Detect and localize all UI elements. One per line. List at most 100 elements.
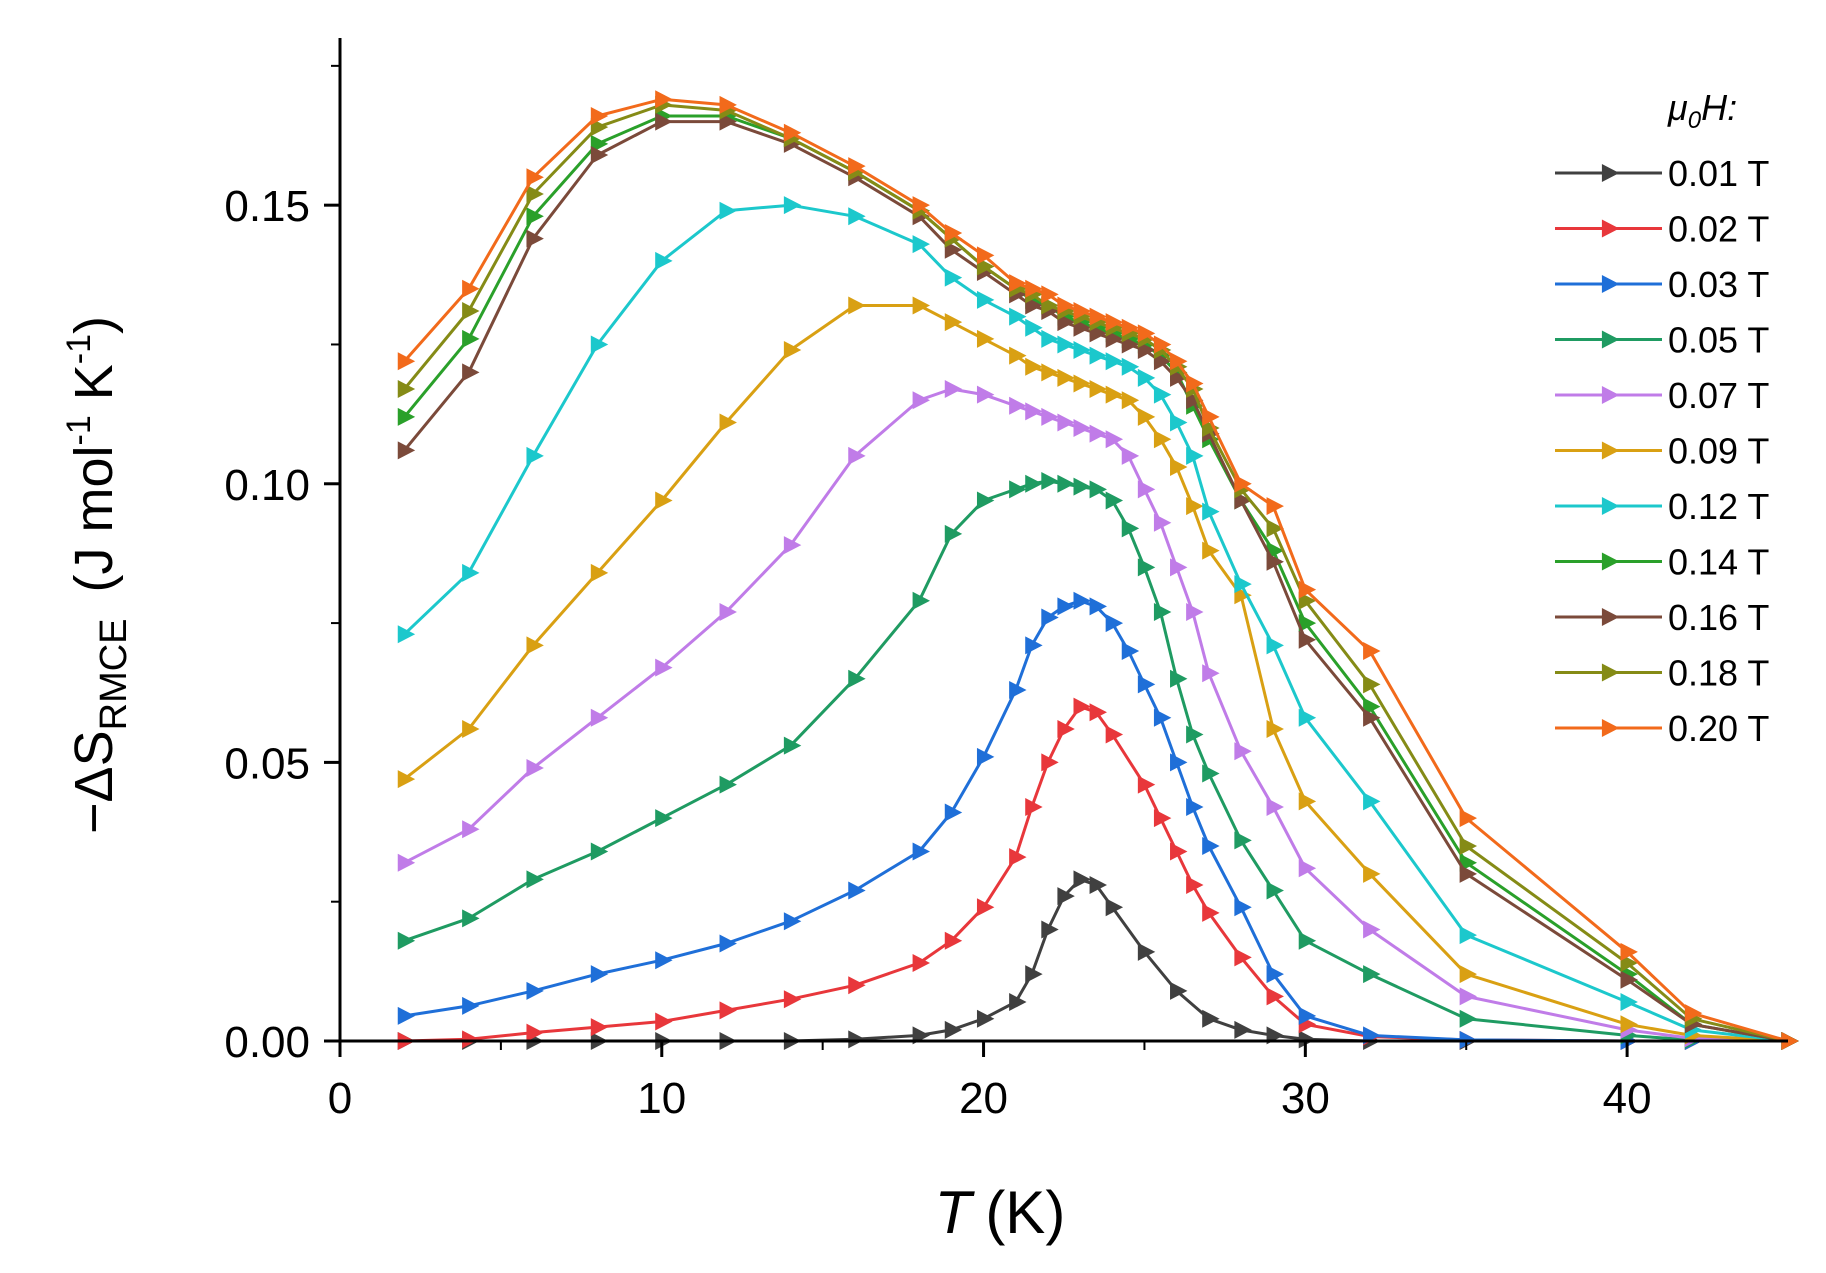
data-point: [1025, 402, 1043, 421]
data-point: [1025, 797, 1043, 816]
data-point: [912, 591, 930, 610]
data-point: [1057, 368, 1075, 387]
data-point: [1298, 931, 1317, 950]
data-point: [590, 965, 609, 984]
legend-item: 0.02 T: [1555, 209, 1769, 250]
data-point: [719, 201, 737, 220]
data-point: [1137, 407, 1156, 426]
series-0-03-T: [397, 591, 1799, 1050]
legend-item: 0.16 T: [1555, 597, 1769, 638]
legend-marker: [1601, 219, 1620, 238]
data-point: [1009, 307, 1027, 326]
data-point: [848, 1030, 866, 1049]
data-point: [526, 168, 544, 187]
series-line: [404, 599, 1788, 1043]
legend-item: 0.18 T: [1555, 653, 1769, 694]
data-point: [1057, 335, 1075, 354]
legend-item: 0.09 T: [1555, 431, 1769, 472]
data-point: [462, 329, 480, 348]
data-point: [719, 95, 737, 114]
legend-marker: [1601, 275, 1620, 293]
data-point: [1363, 641, 1381, 660]
data-point: [944, 224, 963, 243]
data-point: [462, 363, 480, 382]
legend-item: 0.12 T: [1555, 486, 1769, 527]
data-point: [944, 803, 963, 822]
data-point: [783, 736, 802, 755]
data-point: [1202, 407, 1220, 426]
data-point: [976, 385, 995, 404]
x-tick-label: 40: [1603, 1074, 1652, 1123]
data-point: [1684, 1004, 1703, 1023]
legend-label: 0.18 T: [1668, 653, 1769, 694]
data-point: [1234, 575, 1252, 594]
series-line: [403, 203, 1789, 1043]
data-point: [944, 1020, 963, 1039]
legend-label: 0.14 T: [1668, 542, 1769, 583]
data-point: [462, 563, 480, 582]
series-line: [403, 479, 1789, 1043]
x-axis-title: T (K): [935, 1179, 1066, 1246]
data-point: [526, 207, 544, 226]
data-point: [1121, 391, 1140, 410]
data-point: [1105, 898, 1124, 917]
data-point: [1266, 636, 1284, 655]
legend-label: 0.03 T: [1668, 264, 1769, 305]
data-point: [1266, 552, 1284, 571]
data-point: [1041, 753, 1059, 772]
legend-marker: [1601, 552, 1620, 571]
data-point: [590, 146, 609, 165]
data-point: [655, 658, 673, 677]
data-point: [1137, 480, 1156, 499]
data-point: [1025, 474, 1043, 493]
data-point: [1137, 558, 1156, 577]
series-line: [403, 114, 1789, 1043]
data-point: [944, 268, 963, 287]
data-point: [1153, 708, 1172, 727]
data-point: [1459, 864, 1478, 883]
y-tick-label: 0.15: [224, 182, 310, 231]
legend-label: 0.12 T: [1668, 486, 1769, 527]
data-point: [1009, 848, 1027, 867]
data-point: [1266, 497, 1284, 516]
data-point: [1057, 413, 1075, 432]
data-point: [1041, 285, 1059, 304]
data-point: [1363, 708, 1381, 727]
series-0-20-T: [397, 90, 1799, 1050]
legend: μ0H: 0.01 T 0.02 T 0.03 T 0.05 T 0.07 T 0.09 …: [1555, 87, 1769, 749]
data-point: [462, 820, 480, 839]
data-point: [462, 279, 480, 298]
data-point: [397, 380, 416, 399]
legend-marker: [1601, 608, 1620, 626]
data-point: [1041, 608, 1059, 627]
data-point: [1266, 719, 1284, 738]
data-point: [783, 123, 802, 142]
data-point: [1298, 708, 1317, 727]
series-0-09-T: [397, 296, 1799, 1050]
x-ticks: 0 10 20 30 40: [328, 1041, 1652, 1123]
data-point: [1089, 424, 1107, 443]
data-point: [1137, 942, 1156, 961]
data-point: [1620, 942, 1638, 961]
x-tick-label: 20: [959, 1074, 1008, 1123]
data-point: [912, 296, 930, 315]
data-point: [1057, 887, 1075, 906]
series-0-16-T: [397, 112, 1799, 1050]
data-point: [1057, 296, 1075, 315]
legend-label: 0.05 T: [1668, 320, 1769, 361]
legend-title: μ0H:: [1667, 87, 1737, 134]
series-0-14-T: [397, 107, 1799, 1050]
data-point: [1025, 279, 1043, 298]
data-point: [397, 441, 416, 460]
data-point: [1202, 1009, 1220, 1028]
data-point: [976, 246, 995, 265]
data-point: [1202, 541, 1220, 560]
data-point: [1170, 352, 1188, 371]
x-tick-label: 0: [328, 1074, 352, 1123]
data-point: [912, 196, 930, 215]
data-point: [1153, 430, 1172, 449]
legend-marker: [1601, 663, 1620, 682]
data-point: [1025, 965, 1043, 984]
data-point: [912, 842, 930, 861]
data-point: [1170, 458, 1188, 477]
